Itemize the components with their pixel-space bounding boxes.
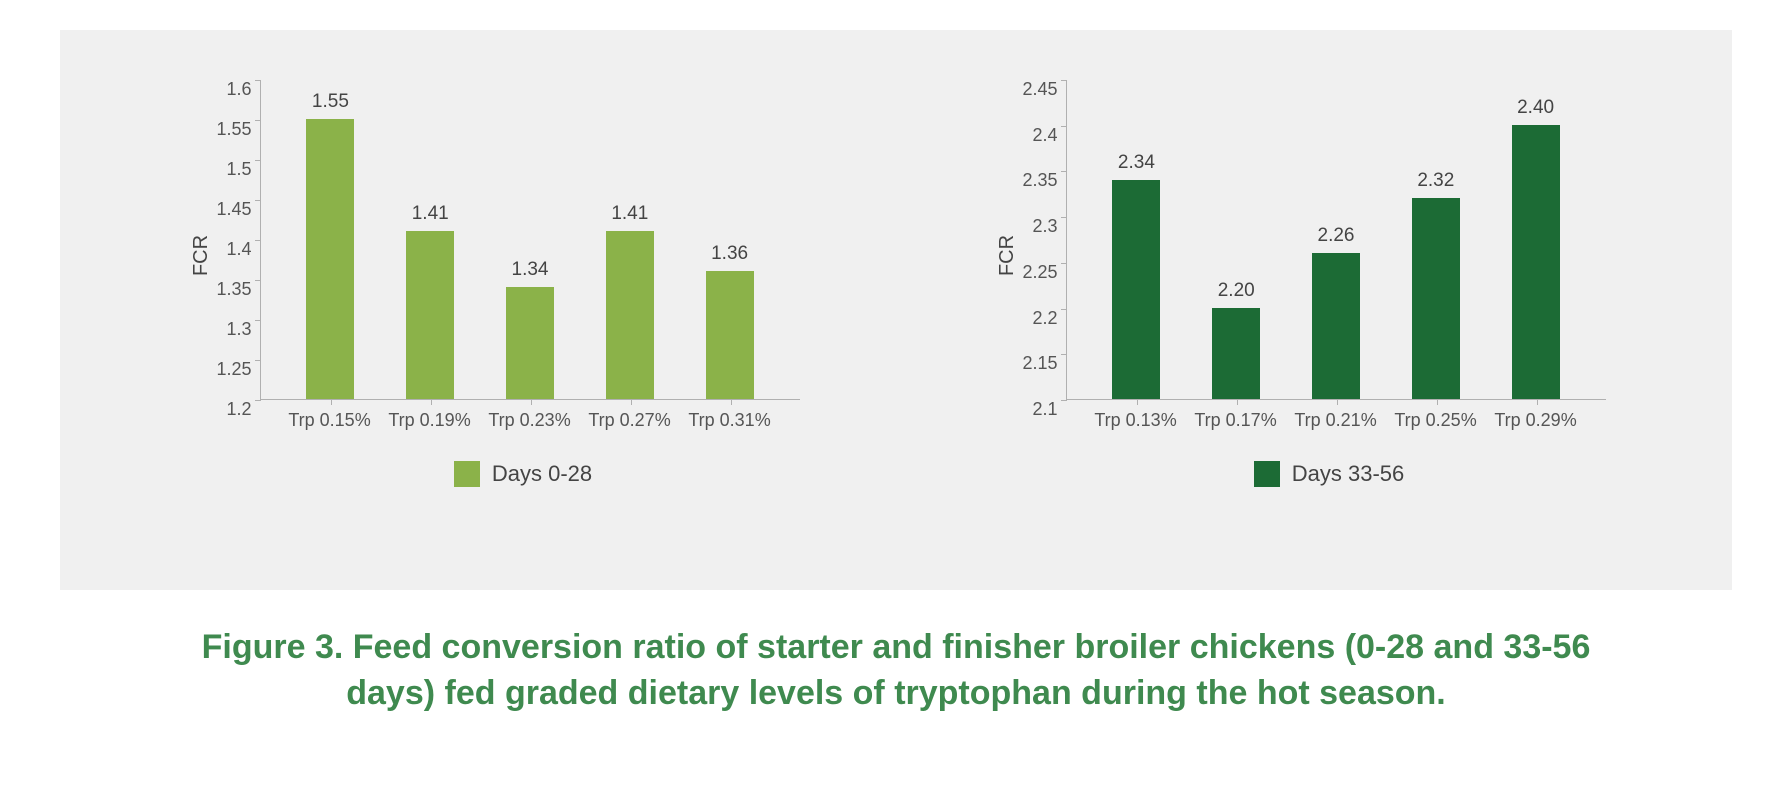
left-legend-label: Days 0-28 — [492, 461, 592, 487]
bar-slot: 1.34 — [480, 80, 580, 399]
right-xticks: Trp 0.13%Trp 0.17%Trp 0.21%Trp 0.25%Trp … — [1066, 400, 1606, 431]
ytick-mark — [255, 200, 261, 201]
ytick-mark — [255, 400, 261, 401]
left-xticks: Trp 0.15%Trp 0.19%Trp 0.23%Trp 0.27%Trp … — [260, 400, 800, 431]
bar-value-label: 2.26 — [1318, 225, 1355, 247]
bar-value-label: 1.41 — [412, 203, 449, 225]
right-plot-col: 2.452.42.352.32.252.22.152.1 2.34 2.20 2.2… — [1022, 80, 1605, 431]
xtick-mark — [431, 399, 432, 405]
right-chart: FCR 2.452.42.352.32.252.22.152.1 2.34 2.2… — [946, 80, 1652, 487]
bar-slot: 1.41 — [380, 80, 480, 399]
bar-value-label: 1.36 — [711, 243, 748, 265]
right-bars: 2.34 2.20 2.26 2.32 2.40 — [1067, 80, 1606, 399]
bar-rect — [506, 287, 554, 399]
ytick-mark — [255, 360, 261, 361]
bar-rect — [406, 231, 454, 399]
xtick-mark — [1237, 399, 1238, 405]
bar-value-label: 1.55 — [312, 91, 349, 113]
ytick-mark — [1061, 126, 1067, 127]
xtick-label: Trp 0.25% — [1386, 410, 1486, 431]
right-legend-swatch — [1254, 461, 1280, 487]
xtick-mark — [531, 399, 532, 405]
bar-value-label: 2.20 — [1218, 280, 1255, 302]
right-ylabel-wrap: FCR — [992, 80, 1022, 431]
xtick-mark — [631, 399, 632, 405]
left-yticks: 1.61.551.51.451.41.351.31.251.2 — [216, 80, 259, 400]
bar-rect — [706, 271, 754, 399]
bar-slot: 2.32 — [1386, 80, 1486, 399]
xtick-label: Trp 0.29% — [1486, 410, 1586, 431]
right-chart-box: FCR 2.452.42.352.32.252.22.152.1 2.34 2.2… — [992, 80, 1605, 431]
ytick-mark — [255, 120, 261, 121]
bar-value-label: 2.32 — [1417, 170, 1454, 192]
ytick-mark — [255, 280, 261, 281]
right-plot-row: 2.452.42.352.32.252.22.152.1 2.34 2.20 2.2… — [1022, 80, 1605, 400]
ytick-mark — [1061, 400, 1067, 401]
bar-rect — [1512, 125, 1560, 399]
left-bars: 1.55 1.41 1.34 1.41 1.36 — [261, 80, 800, 399]
left-ylabel: FCR — [190, 235, 213, 276]
bar-rect — [1312, 253, 1360, 399]
right-yticks: 2.452.42.352.32.252.22.152.1 — [1022, 80, 1065, 400]
bar-value-label: 1.34 — [512, 259, 549, 281]
ytick-mark — [1061, 309, 1067, 310]
right-ylabel: FCR — [996, 235, 1019, 276]
ytick-mark — [1061, 80, 1067, 81]
left-plot-area: 1.55 1.41 1.34 1.41 1.36 — [260, 80, 800, 400]
xtick-label: Trp 0.13% — [1086, 410, 1186, 431]
ytick-mark — [1061, 354, 1067, 355]
bar-slot: 2.20 — [1186, 80, 1286, 399]
figure-caption: Figure 3. Feed conversion ratio of start… — [60, 625, 1732, 717]
bar-slot: 1.55 — [281, 80, 381, 399]
left-ylabel-wrap: FCR — [186, 80, 216, 431]
right-legend: Days 33-56 — [1254, 461, 1405, 487]
ytick-mark — [1061, 217, 1067, 218]
xtick-label: Trp 0.31% — [680, 410, 780, 431]
bar-slot: 1.36 — [680, 80, 780, 399]
bar-rect — [306, 119, 354, 399]
xtick-mark — [1137, 399, 1138, 405]
bar-slot: 2.26 — [1286, 80, 1386, 399]
xtick-mark — [731, 399, 732, 405]
bar-slot: 1.41 — [580, 80, 680, 399]
left-chart-box: FCR 1.61.551.51.451.41.351.31.251.2 1.55… — [186, 80, 799, 431]
charts-row: FCR 1.61.551.51.451.41.351.31.251.2 1.55… — [60, 30, 1732, 487]
bar-value-label: 2.40 — [1517, 97, 1554, 119]
bar-rect — [1212, 308, 1260, 399]
xtick-label: Trp 0.19% — [380, 410, 480, 431]
bar-rect — [1412, 198, 1460, 399]
xtick-label: Trp 0.15% — [280, 410, 380, 431]
xtick-mark — [331, 399, 332, 405]
bar-value-label: 1.41 — [611, 203, 648, 225]
ytick-mark — [255, 80, 261, 81]
xtick-label: Trp 0.23% — [480, 410, 580, 431]
ytick-mark — [255, 160, 261, 161]
left-chart: FCR 1.61.551.51.451.41.351.31.251.2 1.55… — [140, 80, 846, 487]
xtick-mark — [1437, 399, 1438, 405]
xtick-label: Trp 0.27% — [580, 410, 680, 431]
xtick-label: Trp 0.21% — [1286, 410, 1386, 431]
bar-slot: 2.34 — [1087, 80, 1187, 399]
chart-panel: FCR 1.61.551.51.451.41.351.31.251.2 1.55… — [60, 30, 1732, 590]
left-plot-col: 1.61.551.51.451.41.351.31.251.2 1.55 1.41… — [216, 80, 799, 431]
xtick-label: Trp 0.17% — [1186, 410, 1286, 431]
ytick-mark — [255, 320, 261, 321]
left-plot-row: 1.61.551.51.451.41.351.31.251.2 1.55 1.41… — [216, 80, 799, 400]
ytick-mark — [255, 240, 261, 241]
bar-value-label: 2.34 — [1118, 152, 1155, 174]
right-plot-area: 2.34 2.20 2.26 2.32 2.40 — [1066, 80, 1606, 400]
xtick-mark — [1337, 399, 1338, 405]
right-legend-label: Days 33-56 — [1292, 461, 1405, 487]
bar-rect — [1112, 180, 1160, 399]
ytick-mark — [1061, 263, 1067, 264]
xtick-mark — [1537, 399, 1538, 405]
bar-rect — [606, 231, 654, 399]
bar-slot: 2.40 — [1486, 80, 1586, 399]
left-legend-swatch — [454, 461, 480, 487]
ytick-mark — [1061, 171, 1067, 172]
left-legend: Days 0-28 — [454, 461, 592, 487]
